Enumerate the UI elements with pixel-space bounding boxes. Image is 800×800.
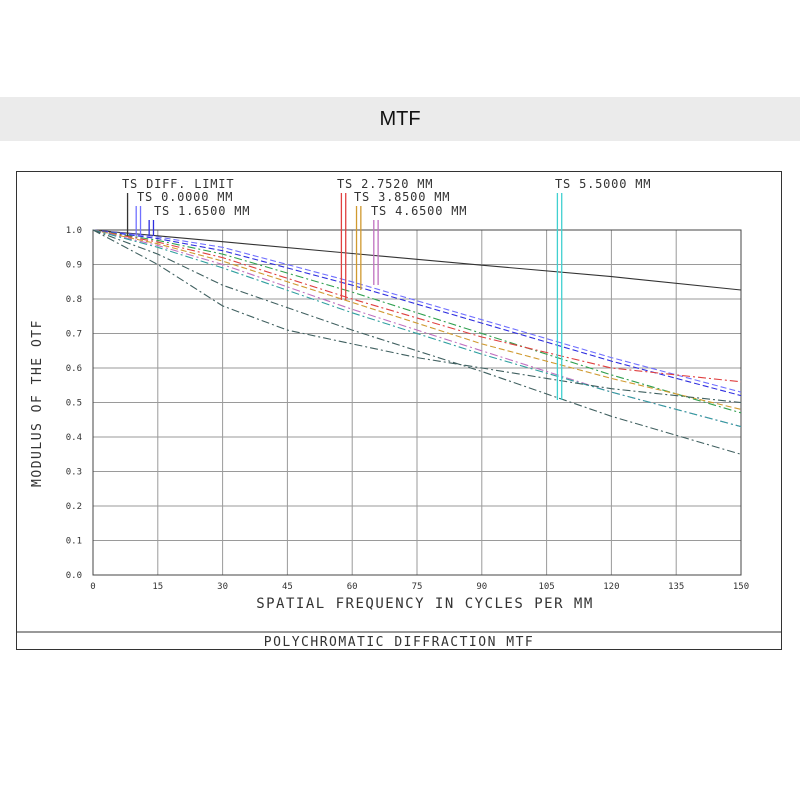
y-tick-label: 0.6 [66, 364, 82, 374]
header-band: MTF [0, 97, 800, 141]
page-title: MTF [379, 107, 421, 130]
y-tick-label: 0.3 [66, 468, 82, 478]
legend-entry: TS 3.8500 MM [354, 190, 450, 204]
x-tick-label: 120 [603, 582, 619, 592]
y-tick-label: 0.8 [66, 295, 82, 305]
series-line-3 [92, 229, 742, 397]
y-tick-label: 0.4 [66, 433, 82, 443]
legend-entry: TS 5.5000 MM [555, 177, 651, 191]
legend-entry: TS 0.0000 MM [137, 190, 233, 204]
y-tick-label: 0.7 [66, 330, 82, 340]
series-line-6 [92, 229, 742, 410]
y-tick-label: 0.0 [66, 571, 82, 581]
chart-title: POLYCHROMATIC DIFFRACTION MTF [264, 635, 534, 650]
series-line-9 [92, 229, 742, 455]
series-line-8 [92, 229, 742, 428]
y-tick-label: 0.9 [66, 261, 82, 271]
y-axis-label: MODULUS OF THE OTF [30, 319, 45, 487]
tick-labels: 0 15 30 45 60 75 90 105 120 135 150 0.0 0.1 0.2 0.3 0.4… [66, 226, 749, 592]
series-line-5 [92, 229, 742, 383]
legend-entry: TS 2.7520 MM [337, 177, 433, 191]
y-tick-label: 0.2 [66, 502, 82, 512]
grid [92, 229, 742, 576]
x-tick-label: 150 [733, 582, 749, 592]
series-lines [92, 229, 742, 455]
x-tick-label: 0 [90, 582, 95, 592]
y-tick-label: 1.0 [66, 226, 82, 236]
y-tick-label: 0.1 [66, 537, 82, 547]
series-line-7 [92, 229, 742, 428]
x-tick-label: 15 [152, 582, 163, 592]
series-line-10 [92, 229, 742, 404]
x-tick-label: 45 [282, 582, 293, 592]
x-tick-label: 60 [347, 582, 358, 592]
legend-entry: TS 4.6500 MM [371, 204, 467, 218]
chart-frame [16, 171, 782, 650]
x-axis-label: SPATIAL FREQUENCY IN CYCLES PER MM [256, 596, 594, 612]
x-tick-label: 75 [412, 582, 423, 592]
x-tick-label: 30 [217, 582, 228, 592]
x-tick-label: 135 [668, 582, 684, 592]
x-tick-label: 90 [476, 582, 487, 592]
x-tick-label: 105 [538, 582, 554, 592]
series-line-2 [92, 229, 742, 393]
legend-entry: TS DIFF. LIMIT [122, 177, 234, 191]
series-line-4 [92, 229, 742, 414]
y-tick-label: 0.5 [66, 399, 82, 409]
series-line-1 [92, 229, 742, 291]
legend-entry: TS 1.6500 MM [154, 204, 250, 218]
